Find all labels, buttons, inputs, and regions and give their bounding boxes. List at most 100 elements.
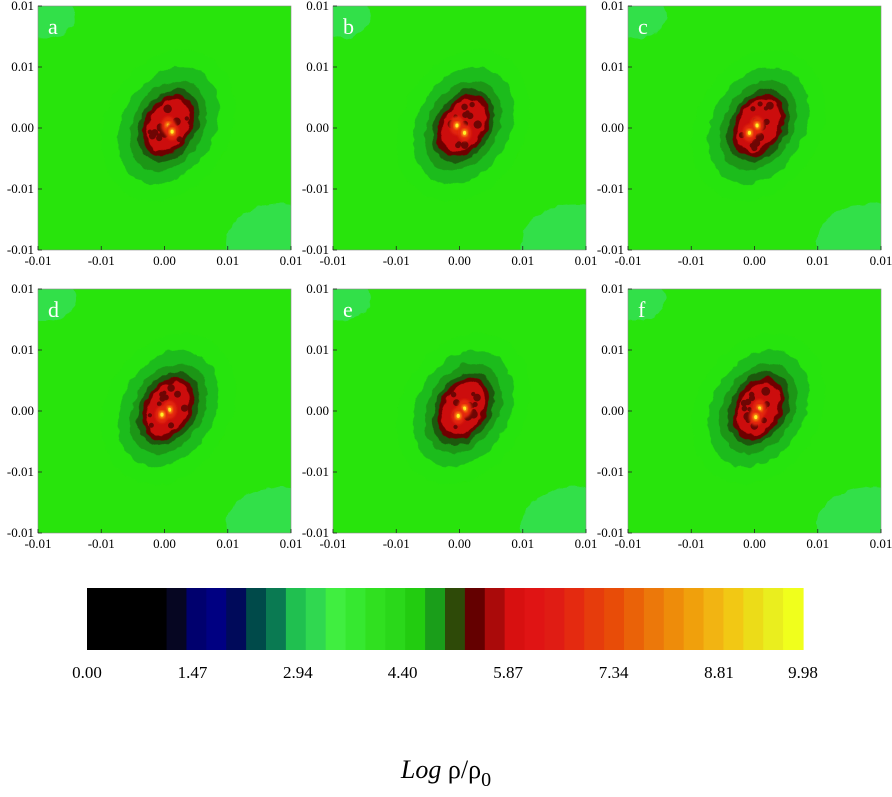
core-speckle	[460, 141, 469, 149]
corner-contour	[521, 487, 586, 533]
core-speckle	[148, 422, 154, 428]
corner-contour	[521, 204, 586, 250]
panel-c: c0.010.010.00-0.01-0.01-0.01 -0.01 0.00 0.0…	[597, 0, 892, 268]
colorbar-swatch	[385, 588, 406, 650]
corner-contour	[816, 487, 881, 533]
corner-contour	[226, 487, 291, 533]
colorbar-label: Log ρ/ρ0	[0, 755, 892, 792]
colorbar-swatch	[743, 588, 764, 650]
x-tick-label: -0.01	[319, 536, 346, 551]
y-tick-label: -0.01	[302, 464, 329, 479]
x-tick-label: 0.01	[280, 253, 303, 268]
colorbar-swatch	[425, 588, 446, 650]
x-tick-label: 0.00	[448, 253, 471, 268]
core-speckle	[758, 134, 764, 140]
y-tick-label: 0.01	[306, 59, 329, 74]
core-speckle	[180, 404, 189, 412]
core-speckle	[473, 120, 482, 129]
x-tick-label: -0.01	[383, 536, 410, 551]
x-tick-label: 0.01	[511, 253, 534, 268]
clump-peak	[754, 415, 758, 420]
core-speckle	[453, 424, 458, 430]
colorbar-swatch	[504, 588, 526, 650]
colorbar-swatch	[146, 588, 168, 650]
y-tick-label: 0.00	[11, 403, 34, 418]
y-tick-label: 0.00	[601, 403, 624, 418]
x-tick-label: 0.01	[216, 253, 239, 268]
clump-peak	[462, 130, 467, 135]
colorbar-swatch	[663, 588, 685, 650]
x-tick-label: -0.01	[24, 253, 51, 268]
core-speckle	[763, 118, 770, 126]
core-speckle	[747, 407, 752, 412]
colorbar-swatch	[186, 588, 207, 650]
corner-contour	[816, 204, 881, 250]
x-tick-label: 0.01	[280, 536, 303, 551]
x-tick-label: 0.01	[870, 536, 892, 551]
core-speckle	[473, 393, 481, 402]
panel-label: a	[48, 14, 58, 39]
panel-label: b	[343, 14, 354, 39]
x-tick-label: 0.01	[806, 253, 829, 268]
y-tick-label: 0.01	[11, 342, 34, 357]
x-tick-label: -0.01	[88, 253, 115, 268]
x-tick-label: 0.01	[575, 536, 598, 551]
corner-contour	[628, 6, 666, 38]
corner-contour	[226, 204, 291, 250]
y-tick-label: 0.01	[11, 59, 34, 74]
x-tick-label: 0.00	[153, 536, 176, 551]
y-tick-label: 0.00	[601, 120, 624, 135]
colorbar-tick-label: 1.47	[178, 663, 208, 682]
y-tick-label: 0.00	[306, 120, 329, 135]
core-speckle	[450, 391, 457, 398]
x-tick-label: 0.01	[806, 536, 829, 551]
y-tick-label: 0.01	[601, 0, 624, 13]
x-tick-label: -0.01	[24, 536, 51, 551]
core-speckle	[761, 386, 771, 396]
x-tick-label: 0.00	[743, 253, 766, 268]
x-tick-label: 0.00	[743, 536, 766, 551]
y-tick-label: -0.01	[7, 242, 34, 257]
colorbar-swatch	[464, 588, 486, 650]
core-speckle	[156, 134, 163, 142]
colorbar-swatch	[206, 588, 227, 650]
core-speckle	[453, 399, 460, 406]
core-speckle	[159, 391, 165, 398]
clump-peak	[160, 412, 164, 417]
corner-contour	[38, 289, 76, 321]
colorbar-swatch	[624, 588, 645, 650]
colorbar: 0.00 1.47 2.94 4.40 5.87 7.34 8.81 9.98	[72, 588, 818, 682]
colorbar-swatch	[266, 588, 287, 650]
core-speckle	[148, 132, 156, 140]
panel-label: e	[343, 297, 353, 322]
y-tick-label: 0.01	[11, 281, 34, 296]
colorbar-swatch	[305, 588, 327, 650]
colorbar-swatch	[126, 588, 148, 650]
y-tick-label: -0.01	[597, 525, 624, 540]
y-tick-label: 0.01	[601, 59, 624, 74]
y-tick-label: 0.00	[11, 120, 34, 135]
panel-e: e0.010.010.00-0.01-0.01-0.01 -0.01 0.00 0.0…	[302, 281, 598, 551]
colorbar-tick-label: 2.94	[283, 663, 313, 682]
clump-peak	[456, 413, 460, 418]
clump-peak	[747, 130, 752, 135]
colorbar-swatch	[564, 588, 585, 650]
colorbar-swatch	[524, 588, 546, 650]
x-tick-label: -0.01	[383, 253, 410, 268]
y-tick-label: 0.01	[306, 0, 329, 13]
colorbar-swatch	[683, 588, 705, 650]
x-tick-label: -0.01	[678, 536, 705, 551]
x-tick-label: -0.01	[319, 253, 346, 268]
y-tick-label: -0.01	[597, 181, 624, 196]
x-tick-label: 0.00	[153, 253, 176, 268]
core-speckle	[168, 422, 175, 429]
x-tick-label: 0.01	[511, 536, 534, 551]
core-speckle	[748, 394, 756, 402]
core-speckle	[156, 401, 162, 407]
colorbar-swatch	[87, 588, 108, 650]
y-tick-label: -0.01	[597, 464, 624, 479]
colorbar-swatch	[445, 588, 466, 650]
panel-a: a0.010.010.00-0.01-0.01-0.01 -0.01 0.00 0.0…	[7, 0, 303, 268]
core-speckle	[744, 398, 752, 406]
core-speckle	[176, 136, 183, 143]
